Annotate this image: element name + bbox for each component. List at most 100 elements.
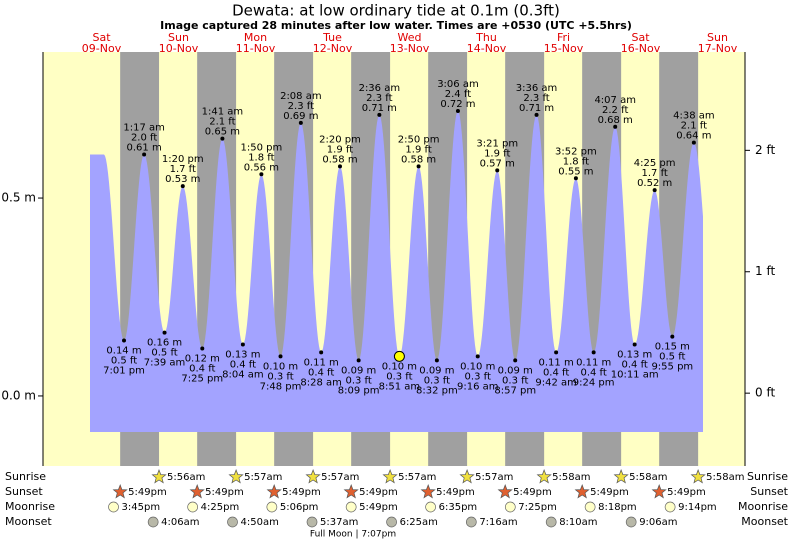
weekday-label: Sun	[707, 31, 728, 44]
tide-label: 7:01 pm	[103, 366, 145, 377]
tide-label: 8:32 pm	[416, 385, 458, 396]
tide-label: 1:50 pm	[241, 142, 283, 153]
tide-point	[613, 124, 618, 129]
tide-point	[180, 184, 185, 189]
tide-label: 3:36 am	[516, 83, 558, 94]
moon-icon	[545, 516, 557, 528]
tide-label: 9:55 pm	[651, 362, 693, 373]
weekday-label: Sun	[168, 31, 189, 44]
tide-label: 0.3 ft	[267, 371, 293, 382]
date-label: 11-Nov	[236, 42, 276, 55]
y-tick-label: 0.0 m	[1, 388, 36, 402]
weekday-label: Sat	[631, 31, 650, 44]
tide-label: 0.11 m	[576, 357, 611, 368]
tide-label: 0.10 m	[460, 361, 495, 372]
sun-icon	[651, 484, 667, 499]
row-label: Moonrise	[5, 500, 55, 513]
moonrise-time: 6:35pm	[439, 502, 478, 513]
sunrise-time: 5:56am	[167, 472, 205, 483]
tide-label: 0.69 m	[283, 111, 318, 122]
tide-point	[434, 358, 439, 363]
tide-label: 1:20 pm	[162, 154, 204, 165]
tide-point	[319, 350, 324, 355]
moon-icon	[425, 501, 436, 513]
tide-label: 0.10 m	[382, 361, 417, 372]
moonrise-time: 5:06pm	[280, 502, 319, 513]
moonset-time: 5:37am	[320, 517, 358, 528]
tide-point	[691, 140, 696, 145]
moonset-time: 4:50am	[241, 517, 279, 528]
tide-label: 9:42 am	[535, 377, 577, 388]
tide-point	[122, 338, 127, 343]
tide-point	[591, 350, 596, 355]
tide-label: 1:17 am	[123, 123, 165, 134]
moon-icon	[266, 501, 278, 513]
tide-label: 4:38 am	[673, 111, 715, 122]
tide-label: 0.10 m	[263, 361, 298, 372]
sun-icon	[266, 484, 282, 499]
tide-label: 3:06 am	[437, 79, 479, 90]
tide-label: 7:39 am	[144, 358, 186, 369]
tide-point	[670, 334, 675, 339]
tide-label: 0.68 m	[598, 115, 633, 126]
tide-label: 0.57 m	[480, 158, 515, 169]
tide-label: 3:52 pm	[555, 146, 597, 157]
moon-icon	[345, 501, 357, 513]
tide-label: 2.3 ft	[523, 93, 549, 104]
tide-point	[554, 350, 559, 355]
moonrise-time: 7:25pm	[518, 502, 557, 513]
moon-icon	[504, 501, 516, 513]
moonrise-time: 9:14pm	[678, 502, 717, 513]
sunset-time: 5:49pm	[205, 487, 244, 498]
row-label: Sunset	[750, 485, 788, 498]
sun-icon	[690, 469, 706, 484]
tide-label: 0.55 m	[558, 166, 593, 177]
tide-label: 3:21 pm	[476, 138, 518, 149]
sunrise-time: 5:57am	[475, 472, 513, 483]
y2-tick-label: 1 ft	[755, 264, 775, 278]
tide-label: 8:09 pm	[338, 385, 380, 396]
tide-label: 2.2 ft	[602, 105, 628, 116]
tide-point	[475, 354, 480, 359]
tide-label: 0.65 m	[205, 127, 240, 138]
tide-point	[278, 354, 283, 359]
sun-icon	[382, 469, 398, 484]
tide-label: 0.12 m	[185, 353, 220, 364]
tide-label: 0.3 ft	[345, 375, 371, 386]
tide-label: 0.52 m	[637, 178, 672, 189]
tide-label: 2.4 ft	[445, 89, 471, 100]
tide-label: 8:51 am	[379, 381, 421, 392]
tide-label: 9:24 pm	[573, 377, 615, 388]
sun-icon	[459, 469, 475, 484]
moonset-time: 6:25am	[400, 517, 438, 528]
tide-point	[356, 358, 361, 363]
sun-icon	[228, 469, 244, 484]
tide-label: 0.4 ft	[621, 359, 647, 370]
tide-label: 2:36 am	[359, 83, 401, 94]
sunrise-time: 5:57am	[398, 472, 436, 483]
weekday-label: Tue	[322, 31, 342, 44]
sunset-time: 5:49pm	[513, 487, 552, 498]
date-label: 13-Nov	[390, 42, 430, 55]
tide-label: 4:25 pm	[634, 158, 676, 169]
tide-point	[337, 164, 342, 169]
moonrise-time: 8:18pm	[598, 502, 637, 513]
tide-label: 2.3 ft	[288, 101, 314, 112]
sunset-time: 5:49pm	[282, 487, 321, 498]
tide-label: 0.4 ft	[308, 367, 334, 378]
tide-point	[298, 120, 303, 125]
sunrise-time: 5:58am	[706, 472, 744, 483]
date-label: 10-Nov	[159, 42, 199, 55]
tide-label: 10:11 am	[611, 369, 659, 380]
tide-label: 1.7 ft	[170, 164, 196, 175]
tide-label: 0.5 ft	[111, 356, 137, 367]
tide-label: 7:48 pm	[260, 381, 302, 392]
tide-point	[495, 168, 500, 173]
tide-point	[162, 330, 167, 335]
sun-icon	[305, 469, 321, 484]
tide-label: 0.3 ft	[502, 375, 528, 386]
sun-icon	[536, 469, 552, 484]
date-label: 14-Nov	[467, 42, 507, 55]
tide-label: 2.1 ft	[681, 121, 707, 132]
tide-point	[142, 152, 147, 157]
